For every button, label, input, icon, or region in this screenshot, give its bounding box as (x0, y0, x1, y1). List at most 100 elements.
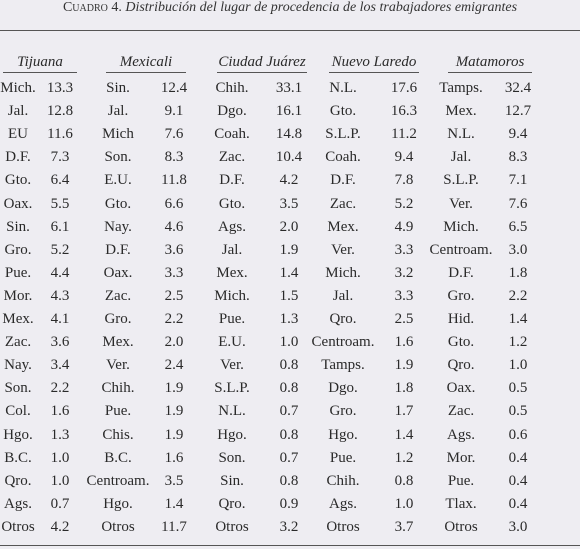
state-cell: Pue. (4, 264, 32, 281)
percent-cell: 17.6 (390, 80, 418, 96)
state-cell: Gro. (4, 241, 32, 258)
state-cell: E.U. (104, 172, 132, 189)
percent-cell: 33.1 (275, 80, 303, 96)
percent-cell: 7.6 (164, 126, 184, 143)
state-cell: Jal. (332, 287, 354, 304)
percent-cell: 3.2 (279, 518, 299, 535)
percent-cell: 1.9 (279, 241, 299, 258)
percent-cell: 1.9 (394, 357, 414, 374)
state-cell: Zac. (104, 287, 132, 304)
state-cell: Jal. (7, 103, 29, 120)
percent-cell: 12.7 (504, 103, 532, 120)
state-cell: Ags. (329, 495, 357, 512)
percent-cell: 0.8 (394, 472, 414, 489)
state-cell: Zac. (447, 403, 475, 420)
state-cell: Oax. (446, 380, 476, 397)
state-cell: Chih. (101, 380, 135, 397)
percent-cell: 3.3 (394, 241, 414, 258)
percent-cell: 3.3 (164, 264, 184, 281)
state-cell: Ver. (331, 241, 355, 258)
percent-cell: 1.0 (50, 472, 70, 489)
column-header: Nuevo Laredo (331, 54, 417, 70)
percent-cell: 16.3 (390, 103, 418, 120)
percent-cell: 1.4 (394, 426, 414, 443)
caption-label: Cuadro 4. (62, 0, 122, 15)
percent-cell: 4.1 (50, 311, 70, 327)
percent-cell: 3.0 (508, 518, 528, 535)
state-cell: S.L.P. (443, 172, 479, 189)
state-cell: D.F. (448, 264, 474, 281)
column-header: Tijuana (17, 54, 63, 70)
percent-cell: 1.6 (164, 449, 184, 466)
state-cell: Oax. (103, 264, 133, 281)
state-cell: EU (8, 126, 28, 143)
caption: Cuadro 4. Distribución del lugar de proc… (0, 0, 580, 16)
state-cell: Gto. (4, 172, 32, 189)
state-cell: Hgo. (103, 495, 133, 512)
percent-cell: 2.5 (394, 311, 414, 327)
percent-cell: 16.1 (275, 103, 303, 120)
percent-cell: 5.2 (50, 241, 70, 258)
percent-cell: 1.8 (394, 380, 414, 397)
state-cell: Centroam. (311, 334, 375, 351)
state-cell: Ags. (447, 426, 475, 443)
percent-cell: 11.6 (47, 126, 73, 143)
state-cell: Son. (104, 149, 132, 166)
state-cell: Ags. (4, 495, 32, 512)
state-cell: Otros (101, 518, 135, 535)
state-cell: Gro. (329, 403, 357, 420)
percent-cell: 7.6 (508, 195, 528, 212)
state-cell: Dgo. (328, 380, 358, 397)
state-cell: N.L. (447, 126, 475, 143)
percent-cell: 1.4 (164, 495, 184, 512)
percent-cell: 2.0 (279, 218, 299, 235)
state-cell: Chih. (326, 472, 360, 489)
percent-cell: 9.1 (164, 103, 184, 120)
state-cell: Mex. (2, 311, 34, 327)
state-cell: Qro. (218, 495, 246, 512)
state-cell: D.F. (330, 172, 356, 189)
percent-cell: 0.8 (279, 472, 299, 489)
state-cell: Qro. (329, 311, 357, 327)
percent-cell: 1.2 (394, 449, 414, 466)
percent-cell: 2.5 (164, 287, 184, 304)
percent-cell: 1.4 (508, 311, 528, 327)
state-cell: Qro. (447, 357, 475, 374)
state-cell: Gro. (104, 311, 132, 327)
percent-cell: 0.7 (50, 495, 70, 512)
percent-cell: 10.4 (275, 149, 303, 166)
percent-cell: 14.8 (275, 126, 303, 143)
percent-cell: 6.4 (50, 172, 70, 189)
state-cell: Gto. (447, 334, 475, 351)
percent-cell: 1.6 (50, 403, 70, 420)
percent-cell: 9.4 (394, 149, 414, 166)
header-underline (217, 72, 307, 73)
state-cell: Gro. (447, 287, 475, 304)
state-cell: D.F. (5, 149, 31, 166)
state-cell: Zac. (4, 334, 32, 351)
percent-cell: 4.3 (50, 287, 70, 304)
percent-cell: 8.3 (508, 149, 528, 166)
percent-cell: 1.3 (50, 426, 70, 443)
percent-cell: 2.0 (164, 334, 184, 351)
state-cell: Pue. (218, 311, 246, 327)
percent-cell: 1.7 (394, 403, 414, 420)
state-cell: Otros (326, 518, 360, 535)
percent-cell: 0.4 (508, 449, 528, 466)
state-cell: Mich. (325, 264, 361, 281)
percent-cell: 4.9 (394, 218, 414, 235)
percent-cell: 7.1 (508, 172, 528, 189)
percent-cell: 11.7 (161, 518, 187, 535)
percent-cell: 7.8 (394, 172, 414, 189)
percent-cell: 6.6 (164, 195, 184, 212)
state-cell: Mex. (445, 103, 477, 120)
percent-cell: 12.4 (160, 80, 188, 96)
state-cell: E.U. (218, 334, 246, 351)
percent-cell: 1.0 (394, 495, 414, 512)
column-header: Ciudad Juárez (218, 54, 306, 70)
header-underline (106, 72, 186, 73)
percent-cell: 3.4 (50, 357, 70, 374)
state-cell: Mich. (443, 218, 479, 235)
state-cell: Gto. (329, 103, 357, 120)
state-cell: N.L. (329, 80, 357, 96)
